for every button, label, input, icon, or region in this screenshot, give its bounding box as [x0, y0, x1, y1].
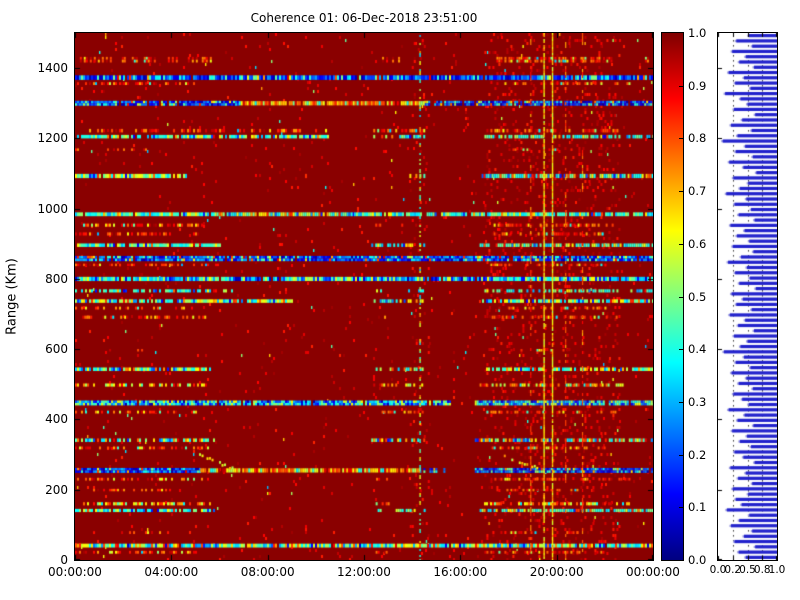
colorbar-tick-label: 0.9: [688, 78, 707, 93]
x-tick-label: 08:00:00: [240, 565, 295, 579]
x-tick-label: 16:00:00: [433, 565, 488, 579]
colorbar-tick-label: 0.8: [688, 131, 707, 146]
colorbar-tick: [679, 191, 683, 193]
x-tick-label: 20:00:00: [529, 565, 584, 579]
y-tick-label: 600: [45, 342, 68, 357]
panel-x-tick-label: 0.0: [709, 564, 727, 576]
colorbar: [661, 32, 684, 561]
mean-coherence-panel: [717, 32, 778, 561]
colorbar-tick: [679, 507, 683, 509]
colorbar-tick-label: 0.4: [688, 342, 707, 357]
panel-x-tick-label: 0.8: [753, 564, 771, 576]
y-tick-label: 200: [45, 482, 68, 497]
coherence-heatmap-canvas: [75, 33, 653, 560]
x-tick-label: 04:00:00: [144, 565, 199, 579]
y-axis-label: Range (Km): [4, 258, 20, 335]
colorbar-tick-label: 0.6: [688, 236, 707, 251]
heatmap-axes: [74, 32, 654, 561]
y-tick-label: 400: [45, 412, 68, 427]
colorbar-tick-label: 0.3: [688, 394, 707, 409]
y-tick-label: 1200: [37, 131, 68, 146]
y-tick-label: 1400: [37, 61, 68, 76]
x-tick-label: 12:00:00: [337, 565, 391, 579]
colorbar-tick: [679, 243, 683, 245]
colorbar-tick-label: 0.1: [688, 500, 707, 515]
colorbar-tick: [679, 454, 683, 456]
y-tick-label: 0: [60, 553, 68, 567]
colorbar-tick: [679, 85, 683, 87]
colorbar-tick: [679, 401, 683, 403]
y-tick-label: 1000: [37, 201, 68, 216]
colorbar-tick-label: 0.7: [688, 184, 707, 199]
panel-x-tick-label: 0.5: [739, 564, 756, 576]
side-histogram-canvas: [718, 33, 777, 560]
panel-x-tick-label: 0.2: [724, 564, 742, 576]
colorbar-tick: [679, 138, 683, 140]
panel-x-tick-label: 1.0: [768, 564, 786, 576]
colorbar-tick: [679, 349, 683, 351]
x-tick-label: 00:00:00: [626, 565, 680, 579]
chart-title: Coherence 01: 06-Dec-2018 23:51:00: [250, 11, 478, 25]
colorbar-tick: [679, 296, 683, 298]
colorbar-tick-label: 0.2: [688, 447, 707, 462]
colorbar-tick-label: 0.0: [688, 553, 707, 567]
y-tick-label: 800: [45, 271, 68, 286]
colorbar-tick-label: 0.5: [688, 289, 707, 304]
colorbar-tick-label: 1.0: [688, 26, 707, 40]
x-tick-label: 00:00:00: [48, 565, 102, 579]
